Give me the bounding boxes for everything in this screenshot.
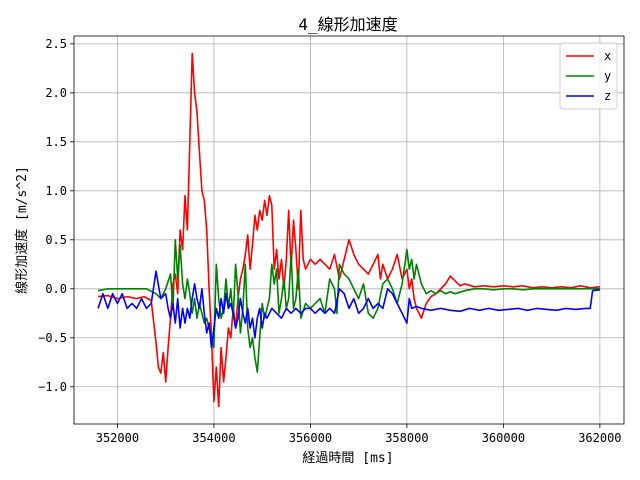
x-tick-label: 354000: [192, 431, 235, 445]
series-lines: [97, 52, 600, 408]
y-tick-label: 1.5: [45, 135, 67, 149]
x-tick-label: 360000: [482, 431, 525, 445]
legend: xyz: [559, 42, 618, 110]
x-tick-label: 352000: [96, 431, 139, 445]
x-axis-label: 経過時間 [ms]: [302, 451, 393, 466]
y-axis: −1.0 −0.5 0.0 0.5 1.0 1.5 2.0 2.5: [38, 37, 74, 394]
y-axis-label: 線形加速度 [m/s^2]: [14, 166, 30, 294]
y-tick-label: −0.5: [38, 331, 67, 345]
legend-label-z: z: [604, 89, 611, 103]
y-tick-label: 1.0: [45, 184, 67, 198]
chart-title: 4_線形加速度: [298, 15, 397, 34]
x-tick-label: 358000: [385, 431, 428, 445]
x-axis: 352000 354000 356000 358000 360000 362000: [96, 424, 622, 445]
y-tick-label: −1.0: [38, 380, 67, 394]
x-tick-label: 356000: [289, 431, 332, 445]
x-tick-label: 362000: [578, 431, 621, 445]
y-tick-label: 0.5: [45, 233, 67, 247]
y-tick-label: 2.5: [45, 37, 67, 51]
legend-label-y: y: [604, 69, 611, 83]
legend-label-x: x: [604, 49, 611, 63]
series-line-y: [97, 239, 600, 373]
series-line-z: [97, 270, 600, 349]
y-tick-label: 0.0: [45, 282, 67, 296]
plot-frame: [73, 35, 625, 425]
y-tick-label: 2.0: [45, 86, 67, 100]
